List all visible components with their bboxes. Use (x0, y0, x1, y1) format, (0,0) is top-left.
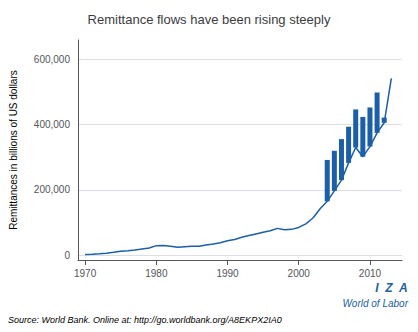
svg-text:2010: 2010 (359, 268, 382, 279)
svg-text:1980: 1980 (145, 268, 168, 279)
svg-text:Remittances in billions of US: Remittances in billions of US dollars (8, 70, 19, 230)
svg-text:200,000: 200,000 (34, 184, 71, 195)
svg-text:400,000: 400,000 (34, 119, 71, 130)
svg-text:1990: 1990 (216, 268, 239, 279)
svg-text:I Z A: I Z A (375, 281, 407, 295)
svg-text:1970: 1970 (74, 268, 97, 279)
svg-text:2000: 2000 (288, 268, 311, 279)
svg-text:Source: World Bank. Online at:: Source: World Bank. Online at: http://go… (8, 315, 282, 325)
svg-text:World of Labor: World of Labor (342, 298, 408, 309)
svg-text:Remittance flows have been ris: Remittance flows have been rising steepl… (88, 12, 331, 27)
svg-text:600,000: 600,000 (34, 54, 71, 65)
svg-text:0: 0 (64, 250, 70, 261)
